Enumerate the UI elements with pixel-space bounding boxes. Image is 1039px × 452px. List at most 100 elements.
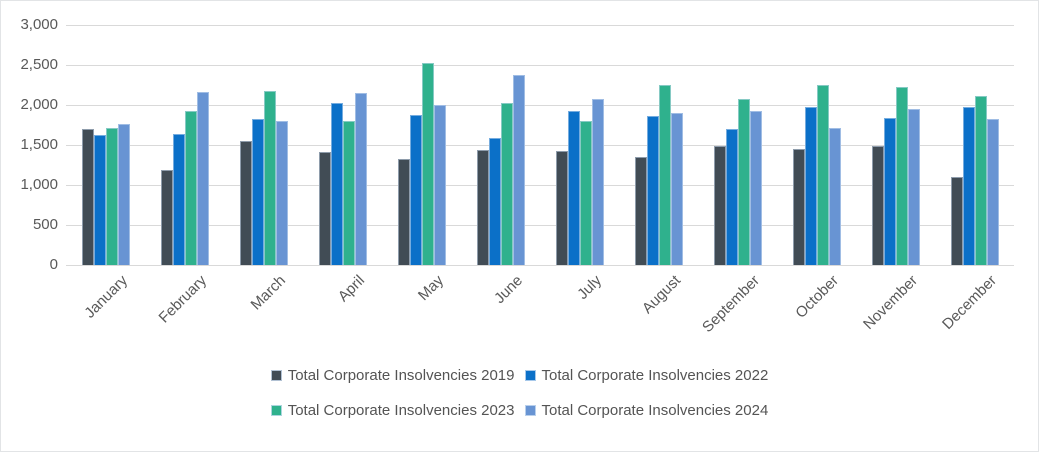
legend-row: Total Corporate Insolvencies 2023 Total C… [270,402,769,419]
y-tick-label-3000: 3,000 [20,16,58,33]
bar-2019-july [555,151,568,265]
x-label-march: March [247,272,289,314]
bar-2024-january [117,123,130,265]
bar-2022-march [251,118,264,265]
x-label-october: October [791,272,842,322]
bar-2019-june [476,149,489,265]
legend-label-2023: Total Corporate Insolvencies 2023 [287,402,515,419]
bar-2024-october [828,127,841,265]
gridline-1000 [66,184,1014,186]
y-tick-label-500: 500 [32,216,58,233]
gridline-3000 [66,24,1014,26]
bar-2024-august [670,112,683,265]
legend-item-2024: Total Corporate Insolvencies 2024 [524,402,769,419]
bar-2023-october [816,84,829,265]
bar-2022-december [962,107,975,265]
bar-2022-june [488,138,501,265]
bar-2023-november [895,87,908,265]
bar-2022-july [567,111,580,265]
bar-2023-february [184,110,197,265]
bar-2023-september [737,98,750,265]
bar-2022-january [93,134,106,265]
bar-2022-november [883,118,896,265]
y-tick-label-1000: 1,000 [20,176,58,193]
bar-2024-december [986,119,999,265]
bar-2019-december [950,177,963,265]
bar-2024-february [196,91,209,265]
legend-row: Total Corporate Insolvencies 2019 Total C… [270,367,769,384]
bar-2019-january [81,129,94,265]
bar-2023-december [974,95,987,265]
bar-group-january [66,25,145,265]
gridline-2500 [66,64,1014,66]
bar-2019-may [397,158,410,265]
bar-2022-may [409,115,422,265]
bar-group-june [461,25,540,265]
legend-item-2022: Total Corporate Insolvencies 2022 [524,367,769,384]
legend-marker-icon-2019 [270,370,282,381]
bar-group-december [935,25,1014,265]
bar-2022-august [646,115,659,265]
x-label-november: November [859,272,921,333]
legend-label-2024: Total Corporate Insolvencies 2024 [541,402,769,419]
bar-2024-july [591,99,604,265]
bar-2023-august [658,85,671,265]
bar-2022-april [330,102,343,265]
bar-group-august [619,25,698,265]
legend-marker-icon-2023 [270,405,282,416]
bar-group-september [698,25,777,265]
y-tick-label-2500: 2,500 [20,56,58,73]
bar-group-april [303,25,382,265]
y-tick-label-1500: 1,500 [20,136,58,153]
legend-marker-icon-2022 [524,370,536,381]
bar-2024-march [275,120,288,265]
bar-group-may [382,25,461,265]
bar-2022-february [172,133,185,265]
bar-2024-april [354,92,367,265]
bar-2023-march [263,91,276,265]
bar-2023-january [105,127,118,265]
x-label-september: September [698,272,763,336]
gridline-500 [66,224,1014,226]
bar-2024-may [433,105,446,265]
bar-group-march [224,25,303,265]
x-label-may: May [414,272,447,305]
legend-item-2023: Total Corporate Insolvencies 2023 [270,402,515,419]
bar-group-february [145,25,224,265]
bar-2019-september [713,145,726,265]
legend-marker-icon-2024 [524,405,536,416]
gridline-2000 [66,104,1014,106]
legend: Total Corporate Insolvencies 2019 Total C… [1,367,1038,419]
gridline-1500 [66,144,1014,146]
legend-label-2019: Total Corporate Insolvencies 2019 [287,367,515,384]
x-label-january: January [80,272,131,322]
bar-2023-may [421,62,434,265]
bar-2019-april [318,152,331,265]
bar-2019-march [239,140,252,265]
gridline-0 [66,264,1014,266]
legend-label-2022: Total Corporate Insolvencies 2022 [541,367,769,384]
bar-2023-july [579,121,592,265]
bar-2024-september [749,111,762,265]
x-label-june: June [490,272,526,308]
bars-container [66,25,1014,265]
bar-group-november [856,25,935,265]
bar-group-october [777,25,856,265]
plot-area [66,24,1014,266]
bar-2022-september [725,128,738,265]
bar-2019-february [160,169,173,265]
bar-2024-june [512,75,525,265]
y-tick-label-0: 0 [49,256,58,273]
x-label-july: July [573,272,605,303]
legend-item-2019: Total Corporate Insolvencies 2019 [270,367,515,384]
x-label-august: August [638,272,684,318]
x-label-april: April [334,272,368,306]
x-label-december: December [938,272,1000,333]
bar-2019-august [634,157,647,265]
bar-group-july [540,25,619,265]
bar-2019-october [792,149,805,265]
y-tick-label-2000: 2,000 [20,96,58,113]
bar-2023-april [342,121,355,265]
bar-2023-june [500,103,513,265]
